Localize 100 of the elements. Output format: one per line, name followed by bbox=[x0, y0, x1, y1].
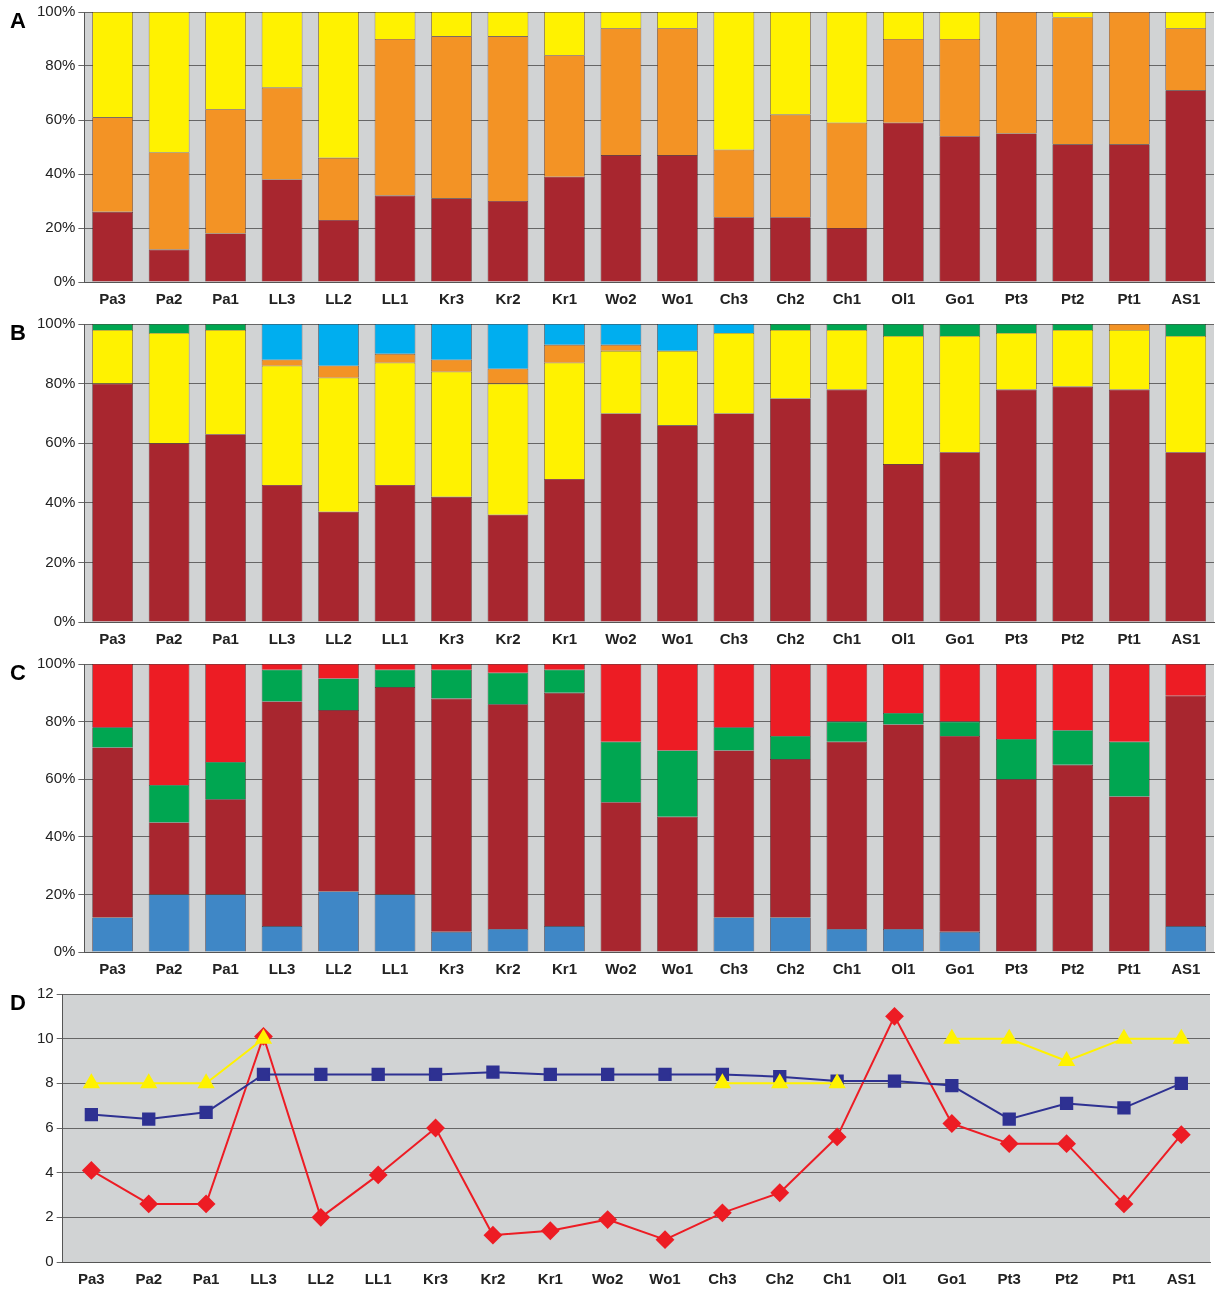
y-tick-label: 4 bbox=[45, 1162, 54, 1180]
x-tick-label: Pt3 bbox=[1004, 290, 1028, 308]
x-tick-label: Ch2 bbox=[776, 290, 805, 308]
x-tick-label: Pa2 bbox=[155, 290, 183, 308]
x-tick-label: Go1 bbox=[945, 630, 975, 648]
x-tick-label: Go1 bbox=[945, 290, 975, 308]
y-tick-label: 20% bbox=[45, 218, 76, 236]
x-tick-label: Pt1 bbox=[1117, 290, 1141, 308]
x-tick-label: Pa1 bbox=[212, 290, 239, 308]
y-tick-label: 80% bbox=[45, 711, 76, 729]
x-tick-label: Pa3 bbox=[99, 630, 126, 648]
x-tick-label: Pa2 bbox=[155, 630, 183, 648]
x-tick-label: LL3 bbox=[268, 960, 296, 978]
y-tick-label: 10 bbox=[37, 1028, 54, 1046]
x-tick-label: Ol1 bbox=[891, 630, 916, 648]
x-tick-label: Pa1 bbox=[212, 960, 239, 978]
x-tick-label: Ch1 bbox=[832, 630, 862, 648]
x-tick-label: Wo1 bbox=[661, 290, 694, 308]
y-tick-label: 0% bbox=[53, 942, 76, 960]
x-tick-label: Pa3 bbox=[78, 1270, 105, 1288]
x-tick-label: Pa1 bbox=[192, 1270, 220, 1288]
x-tick-label: Pt1 bbox=[1112, 1270, 1136, 1288]
x-tick-label: LL2 bbox=[325, 290, 352, 308]
x-tick-label: Ol1 bbox=[891, 290, 916, 308]
x-tick-label: Kr3 bbox=[438, 630, 464, 648]
x-tick-label: AS1 bbox=[1171, 630, 1201, 648]
x-tick-label: Kr2 bbox=[495, 960, 521, 978]
x-tick-label: Kr1 bbox=[551, 960, 577, 978]
x-tick-label: Go1 bbox=[937, 1270, 967, 1288]
x-tick-label: LL2 bbox=[325, 960, 352, 978]
x-tick-label: Kr3 bbox=[438, 960, 464, 978]
x-tick-label: LL1 bbox=[381, 630, 409, 648]
x-tick-label: Kr3 bbox=[423, 1270, 449, 1288]
x-tick-label: Ch3 bbox=[719, 630, 749, 648]
x-tick-label: AS1 bbox=[1171, 290, 1201, 308]
x-tick-label: Ol1 bbox=[891, 960, 916, 978]
x-tick-label: Ol1 bbox=[882, 1270, 907, 1288]
y-tick-label: 20% bbox=[45, 552, 76, 570]
x-tick-label: LL3 bbox=[268, 290, 296, 308]
x-tick-label: AS1 bbox=[1171, 960, 1201, 978]
x-tick-label: Wo2 bbox=[605, 960, 637, 978]
x-tick-label: AS1 bbox=[1166, 1270, 1196, 1288]
x-tick-label: Wo2 bbox=[591, 1270, 624, 1288]
chart-title: B bbox=[9, 319, 27, 346]
x-tick-label: Pt2 bbox=[1061, 630, 1085, 648]
x-tick-label: Go1 bbox=[945, 960, 975, 978]
x-tick-label: LL2 bbox=[325, 630, 352, 648]
x-tick-label: Wo1 bbox=[661, 630, 694, 648]
x-tick-label: Pt3 bbox=[1004, 630, 1028, 648]
x-tick-label: Pa3 bbox=[99, 290, 126, 308]
x-tick-label: LL1 bbox=[381, 960, 409, 978]
y-tick-label: 100% bbox=[36, 2, 76, 20]
x-tick-label: Wo1 bbox=[649, 1270, 681, 1288]
y-tick-label: 12 bbox=[37, 984, 54, 1002]
x-tick-label: Kr3 bbox=[438, 290, 464, 308]
chart-title: C bbox=[9, 659, 27, 686]
x-tick-label: Ch1 bbox=[832, 290, 862, 308]
x-tick-label: Ch3 bbox=[719, 960, 749, 978]
y-tick-label: 40% bbox=[45, 826, 76, 844]
x-tick-label: Ch2 bbox=[776, 630, 805, 648]
x-tick-label: LL3 bbox=[250, 1270, 277, 1288]
y-tick-label: 60% bbox=[45, 769, 76, 787]
x-tick-label: Kr1 bbox=[551, 630, 577, 648]
x-tick-label: LL1 bbox=[381, 290, 409, 308]
x-tick-label: Wo2 bbox=[605, 290, 637, 308]
x-tick-label: Ch3 bbox=[708, 1270, 737, 1288]
y-tick-label: 2 bbox=[45, 1207, 54, 1225]
x-tick-label: LL2 bbox=[307, 1270, 335, 1288]
x-tick-label: Pa2 bbox=[135, 1270, 163, 1288]
x-tick-label: Pt3 bbox=[997, 1270, 1021, 1288]
x-tick-label: Kr1 bbox=[537, 1270, 563, 1288]
y-tick-label: 100% bbox=[36, 654, 76, 672]
y-tick-label: 60% bbox=[45, 433, 76, 451]
y-tick-label: 0% bbox=[53, 272, 76, 290]
x-tick-label: Wo2 bbox=[605, 630, 637, 648]
x-tick-label: Wo1 bbox=[661, 960, 694, 978]
x-tick-label: Pa1 bbox=[212, 630, 239, 648]
y-tick-label: 100% bbox=[36, 314, 76, 332]
x-tick-label: Kr2 bbox=[495, 290, 521, 308]
x-tick-label: Pt2 bbox=[1061, 290, 1085, 308]
y-tick-label: 80% bbox=[45, 373, 76, 391]
x-tick-label: Ch1 bbox=[822, 1270, 852, 1288]
chart-title: A bbox=[9, 7, 27, 34]
x-tick-label: Kr2 bbox=[480, 1270, 506, 1288]
x-tick-label: Ch2 bbox=[765, 1270, 794, 1288]
x-tick-label: Pa3 bbox=[99, 960, 126, 978]
chart-title: D bbox=[9, 989, 27, 1016]
x-tick-label: Ch3 bbox=[719, 290, 749, 308]
x-tick-label: Pt2 bbox=[1054, 1270, 1079, 1288]
x-tick-label: Kr2 bbox=[495, 630, 521, 648]
x-tick-label: Pt2 bbox=[1061, 960, 1085, 978]
x-tick-label: Pa2 bbox=[155, 960, 183, 978]
y-tick-label: 8 bbox=[45, 1073, 54, 1091]
y-tick-label: 40% bbox=[45, 164, 76, 182]
y-tick-label: 40% bbox=[45, 492, 76, 510]
y-tick-label: 6 bbox=[45, 1118, 54, 1136]
y-tick-label: 0% bbox=[53, 612, 76, 630]
y-tick-label: 0 bbox=[45, 1252, 54, 1270]
y-tick-label: 20% bbox=[45, 884, 76, 902]
x-tick-label: Ch2 bbox=[776, 960, 805, 978]
